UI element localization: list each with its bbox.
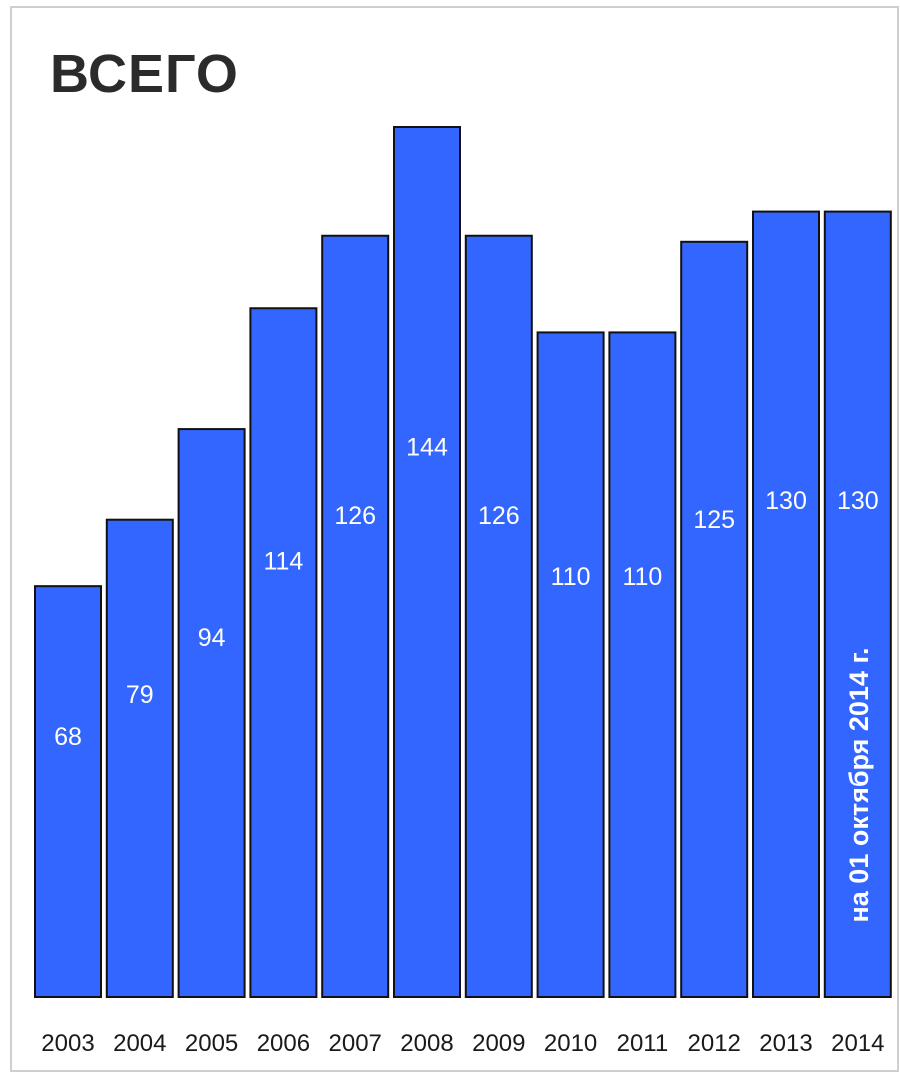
data-label-2009: 126 [478, 502, 520, 530]
chart-title: ВСЕГО [50, 44, 239, 104]
x-tick-2008: 2008 [400, 1030, 453, 1057]
bar-2010 [536, 331, 605, 998]
bar-2013 [752, 210, 820, 999]
bar-2014 [823, 210, 892, 999]
x-tick-2003: 2003 [41, 1030, 94, 1057]
x-tick-2005: 2005 [185, 1030, 238, 1057]
data-label-2012: 125 [693, 506, 735, 534]
bar-2006 [249, 307, 318, 998]
data-label-2014: 130 [837, 487, 879, 515]
x-tick-2009: 2009 [472, 1030, 525, 1057]
data-label-2010: 110 [551, 563, 591, 591]
annotation-2014: на 01 октября 2014 г. [844, 647, 874, 922]
bar-2003 [34, 585, 102, 999]
x-tick-2014: 2014 [831, 1030, 884, 1057]
data-label-2008: 144 [406, 434, 448, 462]
bar-2007 [321, 234, 390, 998]
bar-2012 [680, 240, 749, 998]
x-tick-2007: 2007 [329, 1030, 382, 1057]
x-tick-2013: 2013 [759, 1030, 812, 1057]
x-tick-2011: 2011 [617, 1030, 669, 1057]
bar-2011 [608, 331, 677, 998]
data-label-2006: 114 [263, 548, 303, 576]
bar-2008 [393, 126, 461, 998]
bar-2004 [105, 518, 174, 998]
x-tick-2010: 2010 [544, 1030, 597, 1057]
data-label-2013: 130 [765, 487, 807, 515]
data-label-2004: 79 [126, 681, 154, 709]
x-tick-2012: 2012 [688, 1030, 741, 1057]
data-label-2003: 68 [54, 723, 82, 751]
x-tick-2004: 2004 [113, 1030, 166, 1057]
bar-2009 [464, 234, 533, 998]
bar-2005 [177, 428, 246, 999]
data-label-2011: 110 [622, 563, 662, 591]
data-label-2005: 94 [198, 624, 226, 652]
data-label-2007: 126 [334, 502, 376, 530]
x-tick-2006: 2006 [257, 1030, 310, 1057]
